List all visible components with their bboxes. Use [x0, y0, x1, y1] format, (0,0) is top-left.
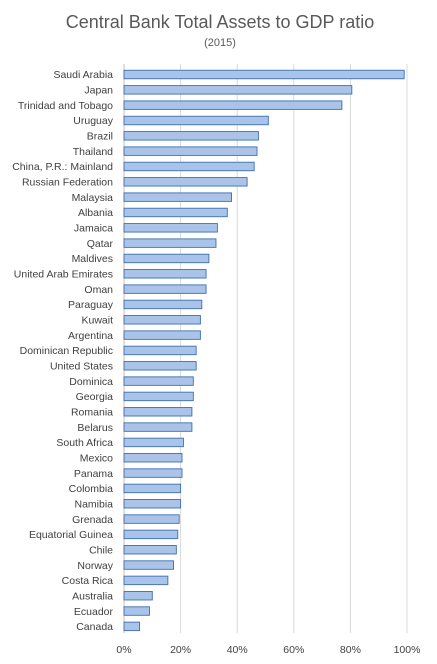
bar — [123, 269, 207, 279]
category-label: Equatorial Guinea — [29, 529, 113, 541]
bar — [123, 192, 232, 202]
category-label: Colombia — [69, 483, 114, 495]
bars — [123, 69, 405, 632]
bar — [123, 529, 179, 540]
bar — [123, 621, 141, 632]
category-label: Saudi Arabia — [53, 69, 113, 81]
bar — [123, 146, 258, 156]
category-label: China, P.R.: Mainland — [12, 161, 113, 173]
category-label: Belarus — [77, 422, 113, 434]
category-label: Maldives — [72, 253, 113, 265]
category-label: Russian Federation — [22, 177, 113, 189]
bar — [123, 591, 153, 601]
category-label: Grenada — [72, 514, 113, 526]
bar — [123, 575, 169, 586]
bar — [123, 361, 197, 371]
bar — [123, 468, 183, 478]
bar — [123, 345, 197, 356]
bar — [123, 238, 217, 248]
chart-subtitle: (2015) — [204, 37, 236, 49]
bar — [123, 223, 218, 233]
x-tick-label: 80% — [340, 644, 361, 656]
x-tick-label: 60% — [283, 644, 304, 656]
bar — [123, 606, 150, 616]
bar — [123, 299, 203, 310]
bar — [123, 177, 248, 187]
bar — [123, 284, 207, 294]
bar — [123, 545, 177, 555]
category-label: Namibia — [74, 498, 113, 510]
bar — [123, 437, 184, 448]
chart-title: Central Bank Total Assets to GDP ratio — [66, 12, 375, 32]
category-label: Argentina — [68, 330, 113, 342]
category-labels: Saudi Arabia Japan Trinidad and Tobago Urug… — [12, 69, 114, 633]
category-label: Malaysia — [72, 192, 114, 204]
bar — [123, 69, 405, 80]
bar — [123, 161, 255, 172]
bar — [123, 483, 182, 494]
bar — [123, 330, 201, 340]
category-label: Romania — [71, 406, 113, 418]
category-label: Norway — [77, 560, 113, 572]
category-label: Japan — [84, 85, 113, 97]
category-label: Mexico — [80, 452, 113, 464]
bar — [123, 422, 193, 432]
x-tick-label: 40% — [227, 644, 248, 656]
category-label: Trinidad and Tobago — [18, 100, 113, 112]
bar — [123, 315, 201, 325]
category-label: Uruguay — [73, 115, 113, 127]
category-label: Qatar — [87, 238, 114, 250]
bar — [123, 376, 194, 386]
category-label: Jamaica — [74, 223, 113, 235]
bar — [123, 100, 343, 110]
category-label: Brazil — [87, 131, 113, 143]
category-label: Dominica — [69, 376, 113, 388]
category-label: Chile — [89, 544, 113, 556]
bar — [123, 560, 174, 570]
category-label: United States — [50, 360, 113, 372]
category-label: Australia — [72, 590, 113, 602]
category-label: Georgia — [76, 391, 114, 403]
bar — [123, 391, 194, 402]
category-label: United Arab Emirates — [14, 268, 113, 280]
bar — [123, 115, 269, 126]
category-label: Albania — [78, 207, 113, 219]
category-label: Dominican Republic — [20, 345, 113, 357]
bar — [123, 514, 180, 524]
x-tick-label: 20% — [170, 644, 191, 656]
category-label: Kuwait — [81, 314, 113, 326]
bar — [123, 499, 182, 509]
category-label: Paraguay — [68, 299, 114, 311]
bar — [123, 453, 183, 463]
x-tick-label: 0% — [116, 644, 131, 656]
bar — [123, 253, 210, 264]
bar — [123, 407, 193, 417]
category-label: Oman — [84, 284, 113, 296]
category-label: Thailand — [73, 146, 113, 158]
category-label: Costa Rica — [62, 575, 114, 587]
bar — [123, 85, 353, 95]
bar — [123, 207, 228, 218]
category-label: Ecuador — [74, 606, 114, 618]
category-label: South Africa — [56, 437, 113, 449]
x-tick-labels: 0% 20% 40% 60% 80% 100% — [116, 644, 420, 656]
category-label: Panama — [74, 468, 113, 480]
x-tick-label: 100% — [394, 644, 421, 656]
bar — [123, 131, 259, 141]
category-label: Canada — [76, 621, 113, 633]
